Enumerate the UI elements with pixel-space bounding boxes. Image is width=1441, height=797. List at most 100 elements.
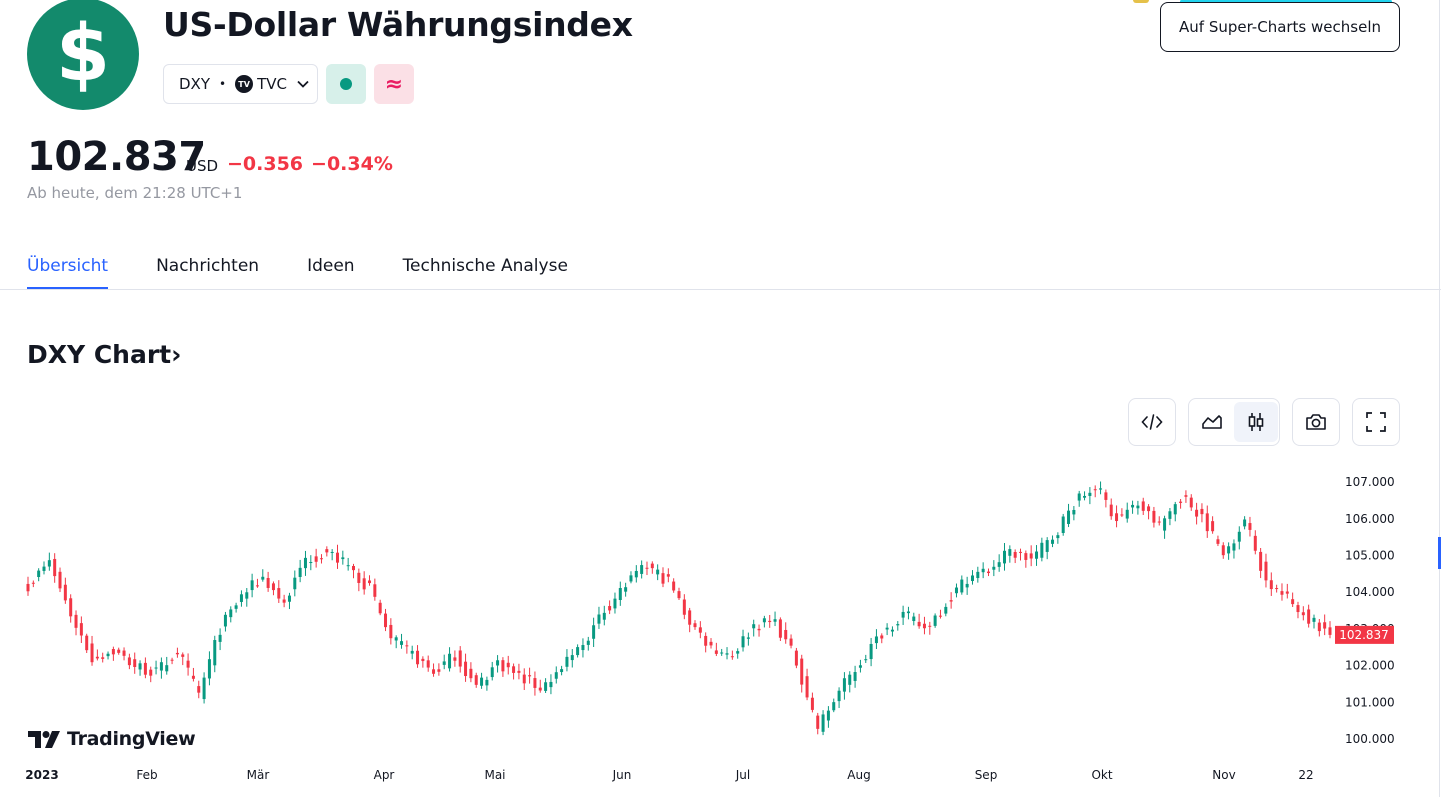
candle-body — [645, 567, 649, 569]
chart-heading-link[interactable]: DXY Chart› — [27, 340, 181, 369]
candle-body — [1323, 622, 1327, 629]
candle-body — [138, 663, 142, 670]
candle-body — [837, 690, 841, 702]
candle-body — [858, 665, 862, 668]
candle-body — [1248, 523, 1252, 530]
candle-body — [362, 578, 366, 590]
candle-body — [954, 587, 958, 594]
candle-body — [549, 681, 553, 688]
candle-body — [1253, 535, 1257, 551]
candle-body — [912, 616, 916, 622]
candle-body — [1237, 531, 1241, 542]
tab-technical-analysis[interactable]: Technische Analyse — [402, 256, 568, 276]
candle-body — [554, 672, 558, 679]
candle-body — [720, 652, 724, 654]
candle-body — [944, 606, 948, 614]
camera-icon — [1306, 414, 1326, 430]
tab-ideas[interactable]: Ideen — [307, 256, 355, 276]
candles-chart-button[interactable] — [1234, 402, 1278, 442]
price-currency: USD — [186, 157, 219, 175]
y-axis-tick: 107.000 — [1345, 475, 1395, 489]
fullscreen-button[interactable] — [1352, 398, 1400, 446]
candle-body — [570, 655, 574, 661]
snapshot-button[interactable] — [1292, 398, 1340, 446]
candle-body — [95, 656, 99, 659]
candle-body — [1131, 504, 1135, 508]
candle-body — [602, 612, 606, 620]
candle-body — [853, 672, 857, 681]
candle-body — [1008, 549, 1012, 556]
candle-body — [101, 657, 105, 659]
candle-body — [890, 629, 894, 632]
candle-body — [1232, 543, 1236, 551]
dxy-candlestick-chart[interactable]: 107.000106.000105.000104.000103.000102.0… — [0, 460, 1420, 797]
candle-body — [512, 666, 516, 673]
y-axis-tick: 101.000 — [1345, 695, 1395, 709]
candle-body — [149, 669, 153, 676]
delayed-data-status[interactable]: ≈ — [374, 64, 414, 104]
candle-body — [309, 562, 313, 564]
candle-body — [1227, 546, 1231, 554]
super-charts-button[interactable]: Auf Super-Charts wechseln — [1160, 2, 1400, 52]
y-axis-tick: 100.000 — [1345, 732, 1395, 746]
market-open-status[interactable] — [326, 64, 366, 104]
last-price-tag — [1335, 625, 1394, 644]
candle-body — [1205, 513, 1209, 532]
candle-body — [458, 650, 462, 667]
embed-code-button[interactable] — [1128, 398, 1176, 446]
candle-body — [207, 659, 211, 679]
candle-body — [960, 579, 964, 593]
candle-body — [26, 583, 30, 592]
candle-body — [490, 667, 494, 678]
candle-body — [1179, 501, 1183, 503]
candle-body — [794, 650, 798, 666]
candle-body — [127, 657, 131, 666]
candle-body — [1264, 561, 1268, 581]
candle-body — [1029, 553, 1033, 559]
candle-body — [37, 570, 41, 578]
candle-body — [400, 641, 404, 645]
candle-body — [704, 635, 708, 646]
candle-body — [1141, 501, 1145, 511]
candle-body — [165, 665, 169, 672]
last-price-label: 102.837 — [1339, 628, 1389, 642]
candle-body — [693, 623, 697, 628]
candle-body — [986, 571, 990, 574]
x-axis-tick: Mär — [247, 768, 270, 782]
candle-body — [965, 583, 969, 588]
candle-body — [661, 573, 665, 584]
candle-body — [613, 598, 617, 609]
candle-body — [448, 653, 452, 669]
x-axis-tick: Jul — [735, 768, 750, 782]
candle-body — [970, 575, 974, 582]
candle-body — [1285, 591, 1289, 594]
candle-body — [1115, 513, 1119, 522]
candle-body — [464, 661, 468, 677]
symbol-selector[interactable]: DXY • TV TVC — [163, 64, 318, 104]
candle-body — [1275, 588, 1279, 590]
candle-body — [335, 552, 339, 563]
candle-body — [522, 674, 526, 684]
candle-body — [1163, 518, 1167, 531]
candle-body — [805, 676, 809, 698]
candle-body — [698, 627, 702, 633]
candle-body — [656, 569, 660, 575]
candle-body — [111, 649, 115, 655]
candle-body — [42, 566, 46, 571]
candle-body — [319, 558, 323, 560]
candle-body — [341, 557, 345, 560]
candle-body — [1136, 505, 1140, 509]
candle-body — [528, 675, 532, 677]
candle-body — [949, 600, 953, 602]
candle-body — [997, 562, 1001, 567]
y-axis-tick: 102.000 — [1345, 659, 1395, 673]
tab-overview[interactable]: Übersicht — [27, 256, 109, 290]
chevron-down-icon — [297, 80, 309, 88]
tab-news[interactable]: Nachrichten — [156, 256, 260, 276]
area-chart-icon — [1202, 415, 1222, 429]
candle-body — [672, 581, 676, 591]
area-chart-button[interactable] — [1190, 402, 1234, 442]
candle-body — [826, 710, 830, 721]
candlestick-icon — [1248, 413, 1264, 431]
candle-body — [1152, 510, 1156, 523]
